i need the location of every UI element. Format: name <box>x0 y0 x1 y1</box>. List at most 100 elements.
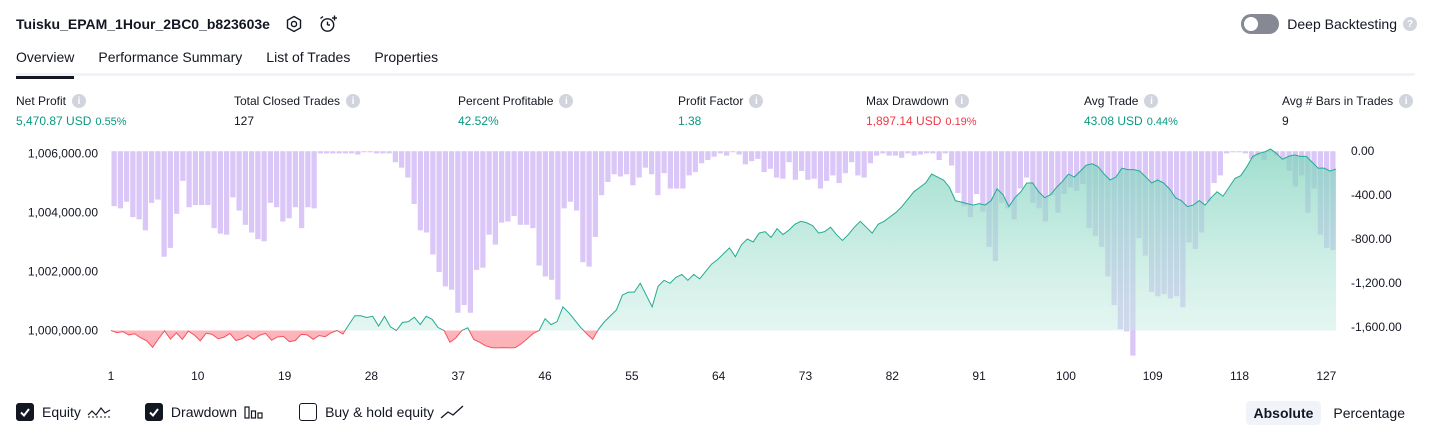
tab-list-of-trades[interactable]: List of Trades <box>266 49 351 65</box>
drawdown-bar <box>667 151 673 189</box>
drawdown-bar <box>1205 151 1211 202</box>
drawdown-bar <box>692 151 698 173</box>
y-right-tick-label: 0.00 <box>1351 144 1375 158</box>
drawdown-bar <box>530 151 536 229</box>
drawdown-bar <box>1042 151 1048 222</box>
drawdown-bar <box>342 151 348 154</box>
drawdown-bar <box>624 151 630 175</box>
drawdown-bar <box>111 151 117 207</box>
drawdown-bar <box>217 151 223 234</box>
info-icon[interactable]: i <box>954 94 969 108</box>
drawdown-bar <box>505 151 511 222</box>
equity-checkbox[interactable] <box>16 403 34 421</box>
metric-percent: 0.55% <box>95 116 127 128</box>
drawdown-bar <box>649 151 655 175</box>
drawdown-checkbox[interactable] <box>144 403 163 421</box>
drawdown-bar <box>355 151 361 155</box>
drawdown-bar <box>980 151 986 212</box>
drawdown-bar <box>911 151 917 156</box>
deep-backtesting-toggle[interactable] <box>1241 14 1280 34</box>
drawdown-bar <box>880 151 886 154</box>
drawdown-bar <box>442 151 448 287</box>
drawdown-bar <box>599 151 605 196</box>
y-right-tick-label: -800.00 <box>1351 232 1392 246</box>
drawdown-bar <box>155 151 161 200</box>
buy-hold-line-icon <box>440 405 464 419</box>
x-tick-label: 100 <box>1056 369 1076 383</box>
drawdown-bar <box>1211 151 1217 184</box>
settings-icon[interactable] <box>284 14 304 34</box>
drawdown-bar <box>436 151 442 273</box>
drawdown-bar <box>461 151 467 306</box>
x-tick-label: 64 <box>712 369 726 383</box>
y-left-tick-label: 1,002,000.00 <box>28 264 98 278</box>
drawdown-bar <box>711 151 717 157</box>
info-icon[interactable]: i <box>749 94 764 108</box>
drawdown-bar <box>580 151 586 263</box>
drawdown-bar <box>386 151 392 154</box>
info-icon[interactable]: i <box>1144 94 1159 108</box>
x-tick-label: 73 <box>799 369 813 383</box>
drawdown-bar <box>517 151 523 225</box>
value-mode-switch: Absolute Percentage <box>1242 401 1414 425</box>
drawdown-bar <box>792 151 798 180</box>
report-tabs: Overview Performance Summary List of Tra… <box>16 42 1415 79</box>
drawdown-bar <box>936 151 942 160</box>
y-left-tick-label: 1,004,000.00 <box>28 205 98 219</box>
x-tick-label: 28 <box>365 369 379 383</box>
drawdown-bar <box>774 151 780 178</box>
absolute-mode-button[interactable]: Absolute <box>1245 401 1322 425</box>
drawdown-bar <box>236 151 242 211</box>
y-left-tick-label: 1,000,000.00 <box>28 323 98 337</box>
drawdown-bar <box>605 151 611 182</box>
drawdown-bar <box>261 151 267 242</box>
help-icon[interactable]: ? <box>1403 17 1417 31</box>
drawdown-bar <box>242 151 248 225</box>
drawdown-bar <box>961 151 967 207</box>
drawdown-bar <box>1249 151 1255 159</box>
drawdown-bar <box>761 151 767 173</box>
info-icon[interactable]: i <box>72 94 87 108</box>
add-alert-icon[interactable] <box>318 14 338 34</box>
tab-overview[interactable]: Overview <box>16 42 75 79</box>
info-icon[interactable]: i <box>1399 94 1414 108</box>
drawdown-bar <box>780 151 786 179</box>
metric-value: 1.38 <box>678 114 702 128</box>
drawdown-bar <box>905 151 911 154</box>
drawdown-bar <box>674 151 680 189</box>
metric-label: Net Profit <box>16 94 67 108</box>
drawdown-bar <box>1049 151 1055 196</box>
drawdown-bar <box>1230 151 1236 153</box>
drawdown-bar <box>942 151 948 154</box>
equity-drawdown-chart[interactable]: 1,006,000.00 1,004,000.00 1,002,000.00 1,00… <box>0 140 1431 396</box>
drawdown-bar <box>417 151 423 231</box>
drawdown-bar <box>1030 151 1036 203</box>
buy-hold-label: Buy & hold equity <box>325 404 435 420</box>
legend-equity[interactable]: Equity <box>16 403 111 421</box>
drawdown-bar <box>1074 151 1080 191</box>
drawdown-bar <box>642 151 648 168</box>
drawdown-bar <box>755 151 761 159</box>
info-icon[interactable]: i <box>559 94 574 108</box>
tab-properties[interactable]: Properties <box>374 49 439 65</box>
metric-value: 43.08 USD <box>1084 114 1143 128</box>
drawdown-bar <box>1217 151 1223 176</box>
drawdown-bar <box>1061 151 1067 195</box>
drawdown-bar <box>542 151 548 277</box>
toggle-knob <box>1244 17 1259 31</box>
tab-performance-summary[interactable]: Performance Summary <box>98 49 243 65</box>
drawdown-bar <box>167 151 173 248</box>
drawdown-bar <box>267 151 273 203</box>
drawdown-bar <box>367 151 373 153</box>
percentage-mode-button[interactable]: Percentage <box>1333 405 1405 421</box>
drawdown-bar <box>480 151 486 268</box>
drawdown-bar <box>1236 151 1242 153</box>
legend-buy-hold[interactable]: Buy & hold equity <box>299 403 464 421</box>
drawdown-bar <box>180 151 186 181</box>
drawdown-bar <box>699 151 705 164</box>
legend-drawdown[interactable]: Drawdown <box>144 403 265 421</box>
buy-hold-checkbox[interactable] <box>299 403 318 421</box>
info-icon[interactable]: i <box>346 94 361 108</box>
drawdown-bar <box>592 151 598 237</box>
drawdown-bar <box>449 151 455 290</box>
